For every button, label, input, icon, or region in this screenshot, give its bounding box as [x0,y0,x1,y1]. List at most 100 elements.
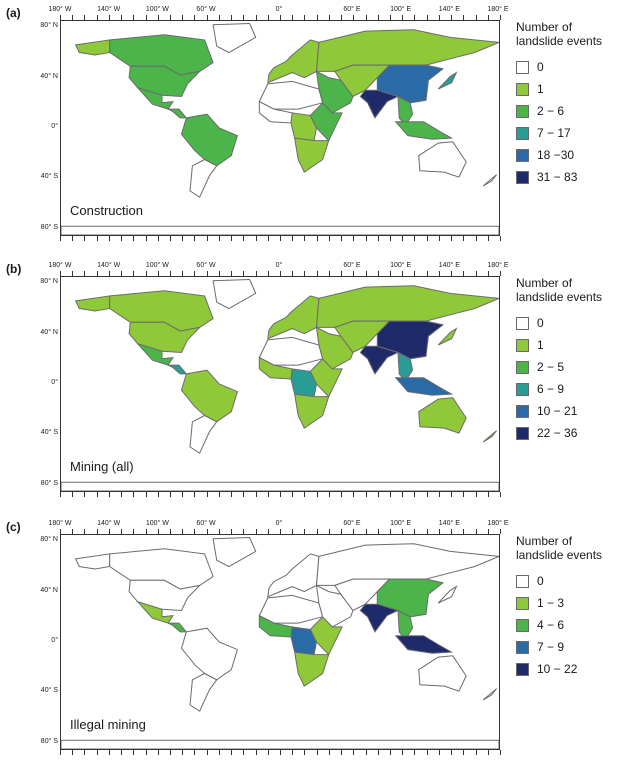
axis-tick [182,271,184,276]
country-region-north-africa [258,80,324,110]
axis-tick [475,236,477,241]
axis-tick [316,15,318,20]
axis-tick [60,271,61,276]
legend-label: 2 − 6 [537,104,565,118]
latitude-label: 40° N [40,328,58,336]
axis-tick [121,529,123,534]
legend-item: 0 [516,56,626,78]
legend-item: 1 [516,78,626,100]
axis-tick [182,236,184,241]
axis-tick [402,236,404,241]
axis-tick [292,529,294,534]
latitude-label: 40° S [40,429,58,437]
legend-label: 22 − 36 [537,426,578,440]
axis-tick [194,236,196,241]
axis-tick [157,271,159,276]
axis-tick [96,236,98,241]
legend-item: 0 [516,570,626,592]
legend-swatch [516,404,529,418]
world-map-frame [60,276,500,492]
axis-tick [243,529,245,534]
axis-tick [500,750,501,755]
axis-tick [475,15,477,20]
axis-tick [353,15,355,20]
legend-item: 1 [516,334,626,356]
country-region-south-america [180,369,239,423]
longitude-label: 60° E [343,520,361,527]
axis-tick [72,492,74,497]
axis-tick [96,492,98,497]
axis-tick [451,15,453,20]
axis-tick [353,750,355,755]
longitude-label: 140° W [97,262,121,269]
axis-tick [243,236,245,241]
country-region-alaska [74,553,111,570]
country-region-japan [437,327,458,346]
axis-tick [267,750,269,755]
axis-tick [304,492,306,497]
axis-tick [182,750,184,755]
legend-label: 7 − 9 [537,640,565,654]
country-region-north-africa [258,594,324,624]
axis-tick [304,236,306,241]
axis-tick [487,750,489,755]
axis-tick [353,529,355,534]
axis-tick [243,492,245,497]
legend-item: 6 − 9 [516,378,626,400]
axis-tick [451,529,453,534]
axis-tick [170,492,171,497]
longitude-label: 60° E [343,262,361,269]
country-region-greenland [212,536,257,568]
longitude-label: 0° [275,262,283,269]
longitude-label: 180° W [48,520,72,527]
tick-row-top [60,529,501,534]
axis-tick [304,271,306,276]
country-region-north-africa [258,336,324,366]
country-region-usa [128,65,202,98]
axis-tick [451,236,453,241]
axis-tick [365,271,367,276]
axis-tick [157,750,159,755]
longitude-label: 140° W [97,520,121,527]
axis-tick [121,15,123,20]
axis-tick [231,750,233,755]
axis-tick [72,529,74,534]
country-region-southeast-asia [397,95,414,127]
country-region-europe [267,295,320,340]
axis-tick [108,236,110,241]
axis-tick [341,236,343,241]
longitude-label: 180° W [48,6,72,13]
axis-tick [145,236,147,241]
longitude-label: 140° E [438,520,460,527]
latitude-label: 80° S [40,223,58,231]
axis-tick [377,236,379,241]
axis-tick [414,271,416,276]
world-map-frame [60,20,500,236]
country-region-japan [437,585,458,604]
axis-tick [365,492,367,497]
axis-tick [145,15,147,20]
axis-tick [390,529,391,534]
axis-tick [280,15,281,20]
longitude-label: 100° W [145,6,169,13]
legend-item: 10 − 22 [516,658,626,680]
axis-tick [267,236,269,241]
country-region-south-america-south [189,414,218,454]
latitude-label: 80° N [40,278,58,286]
axis-tick [280,529,281,534]
legend-item: 10 − 21 [516,400,626,422]
axis-tick [72,236,74,241]
country-region-southern-africa [293,393,330,429]
legend-title-line2: landslide events [516,290,603,304]
legend-swatch [516,360,529,374]
axis-tick [206,750,208,755]
axis-tick [426,750,428,755]
country-region-central-america [167,364,188,375]
legend-title: Number of landslide events [516,20,626,48]
axis-tick [365,529,367,534]
axis-tick [426,15,428,20]
country-region-australia [418,655,467,692]
legend-label: 10 − 21 [537,404,578,418]
axis-tick [500,236,501,241]
tick-row-bottom [60,492,501,497]
